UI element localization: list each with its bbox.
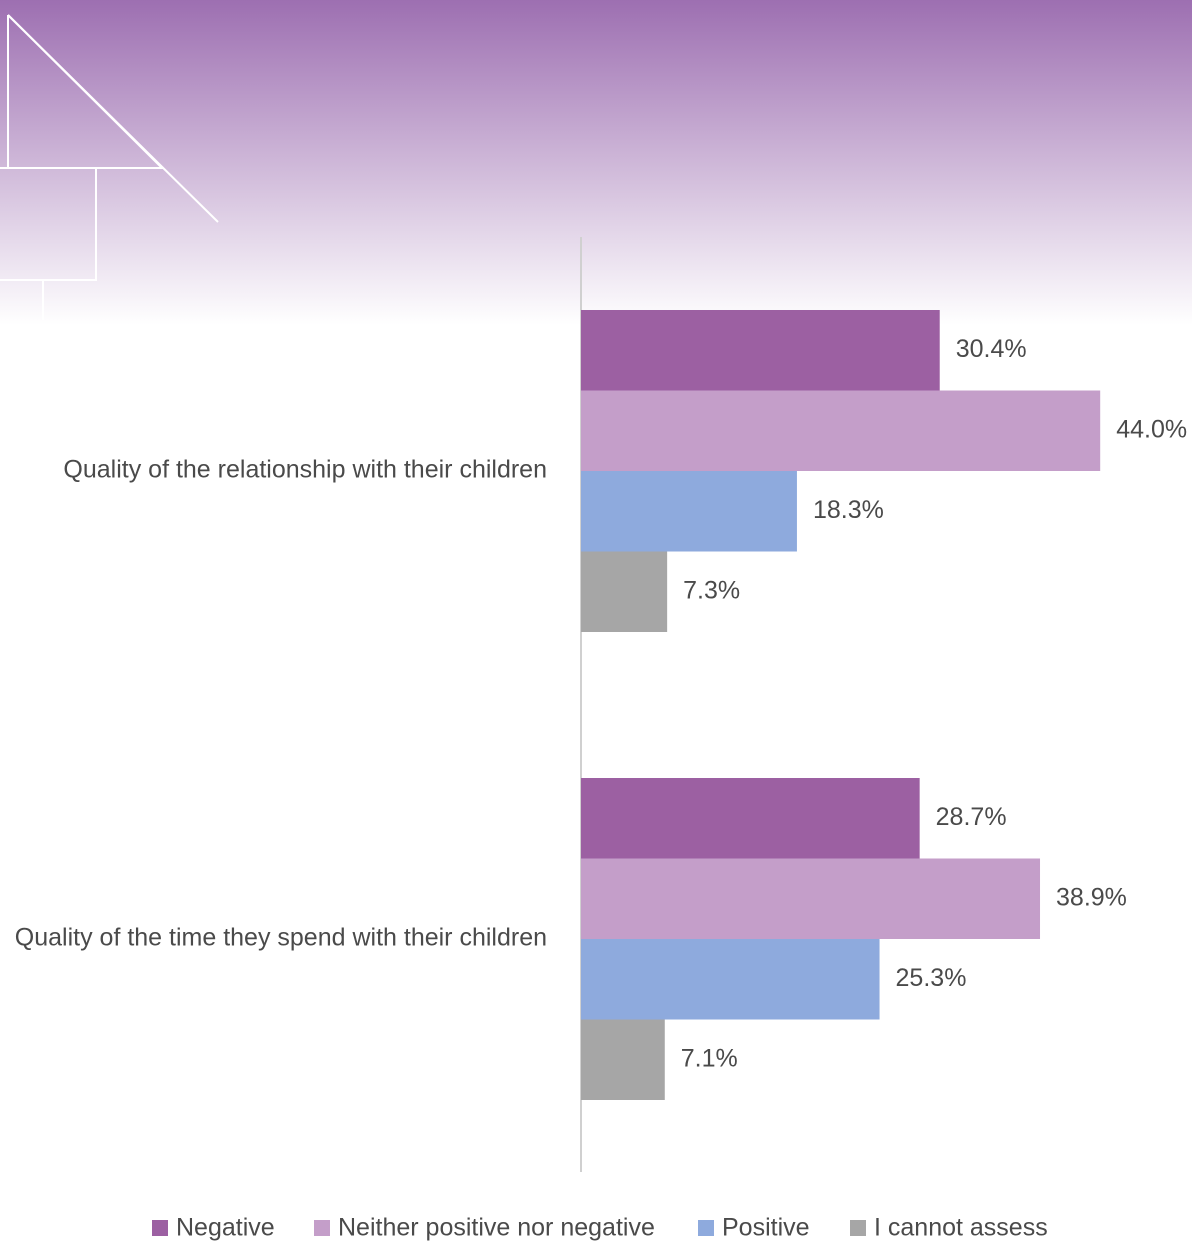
value-label: 38.9%	[1056, 883, 1127, 911]
legend-label: Positive	[722, 1214, 810, 1242]
bar	[581, 858, 1041, 939]
value-label: 30.4%	[956, 335, 1027, 363]
legend-swatch	[152, 1220, 168, 1236]
legend-label: Negative	[176, 1214, 275, 1242]
bar	[581, 471, 797, 552]
bar	[581, 939, 880, 1020]
decoration	[0, 14, 219, 320]
category-label: Quality of the time they spend with thei…	[15, 924, 547, 952]
bar	[581, 551, 668, 632]
legend-label: Neither positive nor negative	[338, 1214, 655, 1242]
bar	[581, 1019, 665, 1100]
value-label: 25.3%	[896, 964, 967, 992]
bar	[581, 310, 940, 391]
legend-swatch	[314, 1220, 330, 1236]
value-label: 7.1%	[681, 1044, 738, 1072]
value-label: 28.7%	[936, 803, 1007, 831]
header-background	[0, 0, 1192, 325]
value-label: 18.3%	[813, 496, 884, 524]
category-label: Quality of the relationship with their c…	[63, 456, 547, 484]
bar	[581, 778, 920, 859]
legend-swatch	[698, 1220, 714, 1236]
legend-swatch	[850, 1220, 866, 1236]
bar	[581, 390, 1101, 471]
value-label: 7.3%	[683, 576, 740, 604]
value-label: 44.0%	[1116, 415, 1187, 443]
legend-label: I cannot assess	[874, 1214, 1048, 1242]
